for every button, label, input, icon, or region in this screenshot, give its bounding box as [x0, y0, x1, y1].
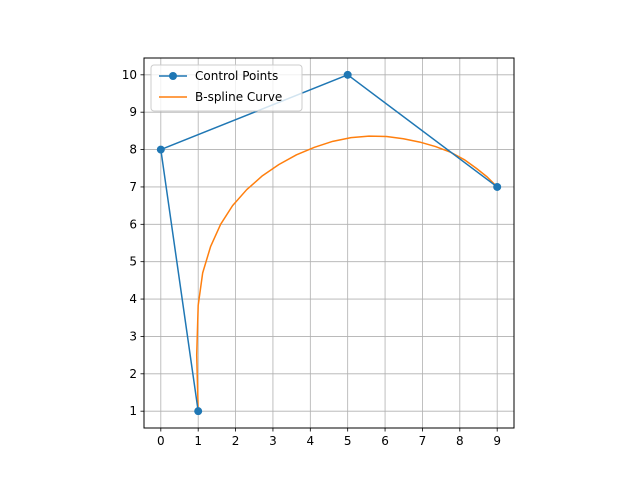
legend-label-control-points: Control Points — [195, 69, 278, 83]
y-tick-label: 3 — [129, 329, 137, 343]
y-tick-label: 5 — [129, 255, 137, 269]
x-axis: 0 1 2 3 4 5 6 7 8 9 — [157, 428, 501, 448]
plot-frame — [143, 57, 515, 429]
legend-label-b-spline-curve: B-spline Curve — [195, 90, 282, 104]
legend-box — [150, 64, 303, 112]
x-tick-label: 4 — [306, 434, 314, 448]
x-tick-label: 2 — [232, 434, 240, 448]
y-axis: 1 2 3 4 5 6 7 8 9 10 — [122, 68, 144, 418]
control-point-marker — [194, 407, 203, 416]
y-tick-label: 10 — [122, 68, 137, 82]
x-tick-label: 8 — [456, 434, 464, 448]
y-tick-label: 7 — [129, 180, 137, 194]
control-point-marker — [343, 70, 352, 79]
y-tick-label: 8 — [129, 143, 137, 157]
x-tick-label: 6 — [381, 434, 389, 448]
x-tick-label: 7 — [419, 434, 427, 448]
x-tick-label: 1 — [194, 434, 202, 448]
y-tick-label: 9 — [129, 105, 137, 119]
x-tick-label: 0 — [157, 434, 165, 448]
control-points-line — [160, 74, 498, 412]
x-tick-label: 5 — [344, 434, 352, 448]
plot-area — [144, 58, 514, 428]
control-point-marker — [493, 182, 502, 191]
y-tick-label: 1 — [129, 404, 137, 418]
y-tick-label: 2 — [129, 367, 137, 381]
x-tick-label: 3 — [269, 434, 277, 448]
y-tick-label: 4 — [129, 292, 137, 306]
legend: Control Points B-spline Curve — [150, 64, 303, 112]
y-tick-label: 6 — [129, 217, 137, 231]
series-layer — [156, 70, 502, 416]
control-point-marker — [156, 145, 165, 154]
legend-marker-control-points — [169, 72, 177, 80]
x-tick-label: 9 — [493, 434, 501, 448]
